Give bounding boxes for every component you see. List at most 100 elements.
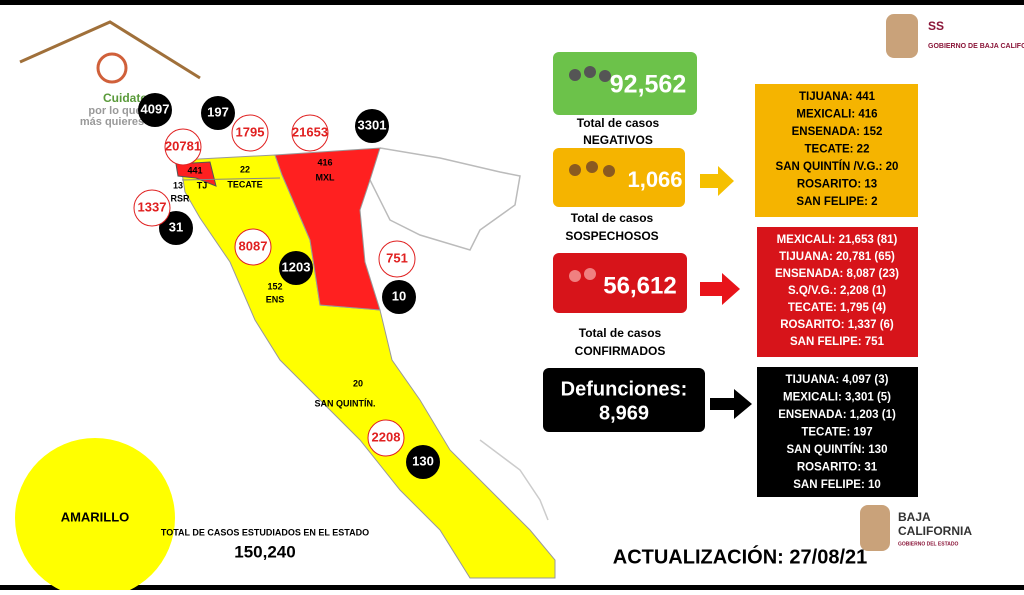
list-item: SAN FELIPE: 10 (793, 479, 881, 491)
logo-roof (19, 20, 201, 80)
people-icons (569, 66, 615, 282)
total-label: TOTAL DE CASOS ESTUDIADOS EN EL ESTADO (161, 527, 369, 537)
list-item: MEXICALI: 416 (796, 109, 877, 121)
header-emblem (886, 14, 918, 58)
caption: SOSPECHOSOS (565, 229, 658, 243)
region-name: RSR (170, 193, 190, 203)
logo-text: Cuidate (103, 91, 147, 105)
confirmed-count: 1795 (236, 124, 265, 139)
region-count: 22 (240, 164, 250, 174)
list-item: ROSARITO: 13 (797, 179, 877, 191)
death-count: 197 (207, 104, 229, 119)
mexicali-region (274, 147, 381, 311)
death-count: 31 (169, 219, 183, 234)
region-name: MXL (316, 172, 336, 182)
list-item: SAN QUINTÍN: 130 (787, 443, 888, 456)
caption: Total de casos (571, 211, 654, 225)
list-item: ROSARITO: 31 (797, 462, 878, 474)
deaths-list-box (757, 367, 918, 497)
footer-logo: GOBIERNO DEL ESTADO (898, 541, 958, 547)
list-item: TECATE: 1,795 (4) (788, 302, 886, 314)
region-name: TJ (197, 180, 208, 190)
confirmed-circle (367, 419, 405, 457)
deaths-box (543, 368, 705, 432)
region-count: 416 (317, 157, 332, 167)
peninsula (179, 154, 556, 579)
list-item: SAN FELIPE: 751 (790, 336, 885, 348)
list-item: TECATE: 197 (801, 427, 872, 439)
bottom-bar (0, 585, 1024, 590)
caption: Total de casos (577, 116, 660, 130)
region-name: TECATE (227, 179, 262, 189)
region-count: 13 (173, 180, 183, 190)
death-count: 10 (392, 288, 406, 303)
death-circle (406, 445, 440, 479)
region-name: ENS (266, 294, 285, 304)
suspects-value: 1,066 (627, 167, 682, 192)
confirmed-count: 1337 (138, 199, 167, 214)
suspects-box (553, 148, 685, 207)
region-count: 20 (353, 378, 363, 388)
total-value: 150,240 (234, 542, 295, 561)
confirmed-circle (291, 114, 329, 152)
list-item: TIJUANA: 441 (799, 91, 876, 103)
confirmed-count: 20781 (165, 138, 201, 153)
list-item: TIJUANA: 20,781 (65) (779, 251, 895, 263)
confirmed-count: 2208 (372, 429, 401, 444)
region-border (181, 177, 281, 181)
suspects-list-box (755, 84, 918, 217)
list-item: MEXICALI: 3,301 (5) (783, 392, 891, 404)
confirmed-count: 751 (386, 250, 408, 265)
confirmed-circle (164, 128, 202, 166)
top-bar (0, 0, 1024, 5)
update-date: ACTUALIZACIÓN: 27/08/21 (613, 544, 868, 568)
arrow (710, 389, 752, 419)
list-item: S.Q/V.G.: 2,208 (1) (788, 285, 886, 297)
list-item: MEXICALI: 21,653 (81) (777, 234, 898, 246)
header-subtitle: GOBIERNO DE BAJA CALIFORNIA (928, 43, 1024, 50)
death-circle (138, 93, 172, 127)
arrow (700, 273, 740, 305)
caption: NEGATIVOS (583, 133, 653, 147)
deaths-label: Defunciones: (561, 378, 688, 400)
confirmed-count: 21653 (292, 124, 328, 139)
confirmed-count: 8087 (239, 238, 268, 253)
confirmed-box (553, 253, 687, 313)
death-count: 3301 (358, 117, 387, 132)
footer-logo: BAJA (898, 510, 931, 524)
footer-logo: CALIFORNIA (898, 524, 972, 538)
coast-outline (479, 439, 549, 521)
list-item: TIJUANA: 4,097 (3) (786, 374, 889, 386)
logo-text: por lo que (88, 105, 141, 117)
list-item: ENSENADA: 8,087 (23) (775, 268, 899, 280)
region-count: 441 (187, 165, 202, 175)
status-circle (15, 438, 175, 595)
footer-emblem (860, 505, 890, 551)
death-circle (201, 96, 235, 130)
death-count: 4097 (141, 101, 170, 116)
death-circle (159, 211, 193, 245)
deaths-value: 8,969 (599, 402, 649, 424)
confirmed-circle (231, 114, 269, 152)
sonora-outline (369, 147, 521, 251)
list-item: TECATE: 22 (805, 144, 870, 156)
caption: CONFIRMADOS (575, 344, 666, 358)
death-circle (355, 109, 389, 143)
death-circle (279, 251, 313, 285)
death-count: 1203 (282, 259, 311, 274)
confirmed-circle (234, 228, 272, 266)
list-item: SAN QUINTÍN /V.G.: 20 (776, 160, 899, 173)
confirmed-circle (378, 240, 416, 278)
death-count: 130 (412, 453, 434, 468)
list-item: SAN FELIPE: 2 (796, 196, 877, 208)
list-item: ENSENADA: 152 (792, 126, 883, 138)
logo-icon (96, 52, 128, 84)
region-count: 152 (267, 281, 282, 291)
confirmed-list-box (757, 227, 918, 357)
death-circle (382, 280, 416, 314)
confirmed-circle (133, 189, 171, 227)
status-label: AMARILLO (61, 509, 130, 524)
list-item: ENSENADA: 1,203 (1) (778, 409, 896, 421)
caption: Total de casos (579, 326, 662, 340)
